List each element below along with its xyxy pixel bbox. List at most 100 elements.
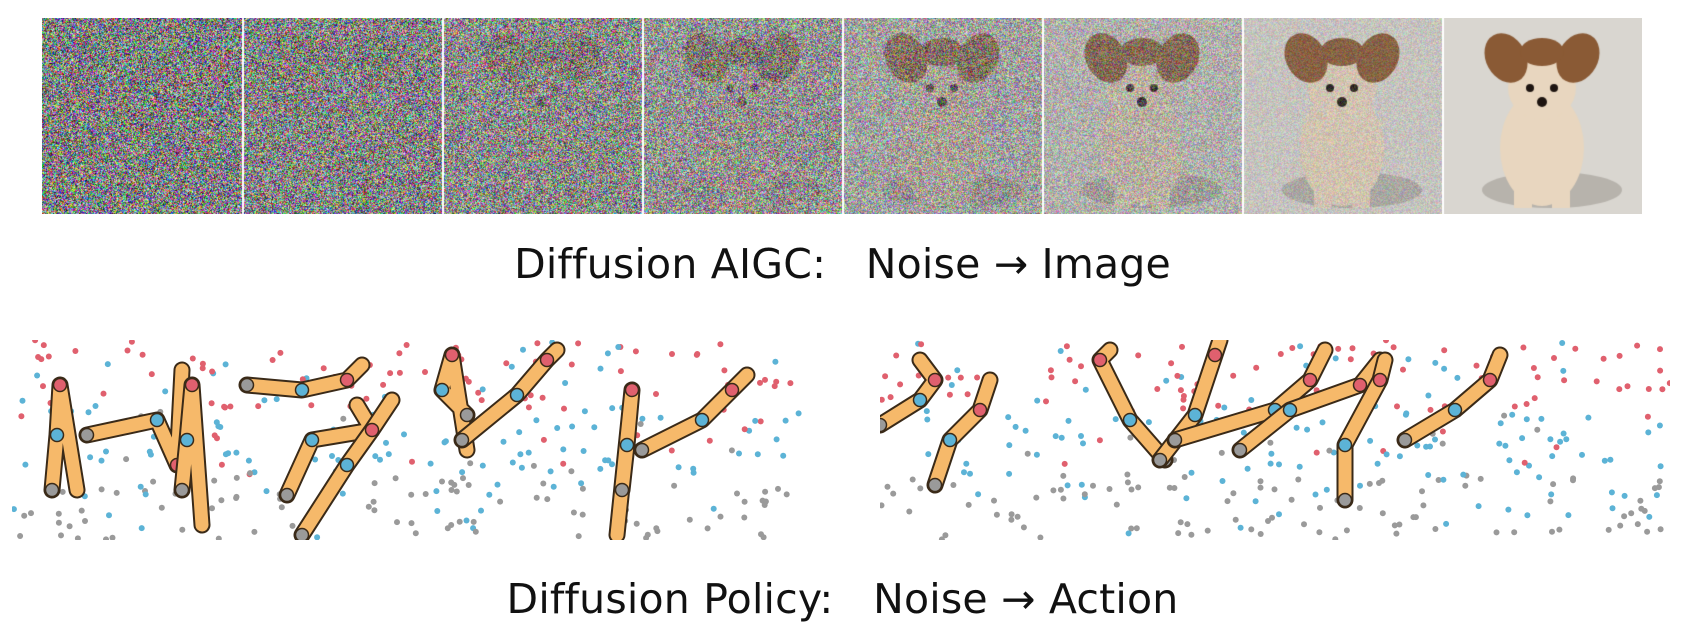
noise-point bbox=[1551, 355, 1557, 361]
noise-point bbox=[1441, 365, 1448, 372]
noise-point bbox=[1058, 434, 1065, 441]
noise-point bbox=[179, 526, 186, 533]
noise-point bbox=[728, 447, 735, 454]
noise-point bbox=[1276, 511, 1282, 518]
noise-point bbox=[387, 370, 394, 377]
noise-point bbox=[1656, 422, 1663, 429]
noise-point bbox=[422, 491, 429, 497]
diffusion-aigc-caption: Diffusion AIGC: Noise → Image bbox=[514, 240, 1171, 288]
noise-point bbox=[32, 340, 39, 344]
arm-joint bbox=[1232, 442, 1248, 458]
arm-joint bbox=[880, 417, 888, 433]
noise-point bbox=[1621, 513, 1628, 520]
noise-point bbox=[217, 424, 224, 430]
noise-point bbox=[533, 494, 540, 501]
noise-point bbox=[1657, 463, 1664, 470]
noise-point bbox=[1560, 367, 1567, 374]
noise-point bbox=[1252, 498, 1259, 505]
noise-point bbox=[554, 425, 561, 431]
noise-point bbox=[233, 474, 240, 481]
noise-point bbox=[1295, 476, 1302, 483]
noise-point bbox=[1288, 496, 1295, 503]
noise-point bbox=[754, 451, 761, 458]
noise-point bbox=[1547, 436, 1554, 443]
noise-point bbox=[1145, 419, 1152, 426]
noise-point bbox=[320, 365, 327, 372]
noise-point bbox=[1383, 451, 1390, 458]
noise-point bbox=[1435, 477, 1442, 483]
policy-panel-right bbox=[880, 340, 1670, 540]
noise-point bbox=[470, 518, 477, 525]
arm-joint bbox=[174, 482, 190, 498]
noise-point bbox=[113, 489, 120, 496]
noise-point bbox=[1008, 516, 1015, 523]
noise-point bbox=[1326, 447, 1333, 454]
noise-point bbox=[233, 449, 240, 456]
noise-point bbox=[906, 508, 913, 515]
noise-point bbox=[1072, 378, 1079, 385]
noise-point bbox=[1125, 530, 1132, 537]
policy-panel-left bbox=[12, 340, 802, 540]
noise-point bbox=[409, 458, 415, 465]
noise-point bbox=[570, 509, 577, 516]
noise-point bbox=[1313, 449, 1320, 456]
noise-point bbox=[1440, 476, 1447, 483]
noise-point bbox=[299, 376, 306, 383]
noise-point bbox=[562, 380, 569, 386]
noise-point bbox=[518, 464, 525, 471]
noise-point bbox=[1556, 526, 1563, 533]
noise-point bbox=[1022, 427, 1029, 434]
noise-point bbox=[887, 394, 894, 401]
noise-point bbox=[28, 510, 34, 517]
noise-point bbox=[1432, 436, 1438, 443]
arm-joint bbox=[49, 427, 65, 443]
noise-point bbox=[148, 371, 155, 378]
arm-joint bbox=[942, 432, 958, 448]
noise-point bbox=[1078, 363, 1084, 370]
noise-point bbox=[1414, 442, 1421, 449]
noise-point bbox=[38, 356, 45, 363]
noise-point bbox=[880, 396, 885, 403]
noise-point bbox=[475, 389, 482, 396]
arm-joint bbox=[149, 412, 165, 428]
noise-point bbox=[1572, 345, 1579, 352]
arm-joint bbox=[444, 347, 460, 363]
noise-point bbox=[1531, 395, 1538, 402]
noise-point bbox=[109, 534, 116, 540]
noise-point bbox=[478, 507, 484, 514]
arm-joint bbox=[912, 392, 928, 408]
noise-point bbox=[34, 372, 41, 379]
noise-point bbox=[92, 403, 99, 409]
noise-point bbox=[1124, 471, 1131, 478]
noise-point bbox=[1549, 453, 1556, 460]
noise-point bbox=[925, 451, 932, 458]
noise-point bbox=[579, 485, 586, 492]
arm-joint bbox=[1207, 347, 1223, 363]
noise-point bbox=[1204, 527, 1211, 534]
noise-point bbox=[758, 531, 764, 538]
noise-point bbox=[1524, 512, 1531, 519]
noise-point bbox=[1523, 401, 1530, 407]
noise-point bbox=[704, 525, 711, 532]
noise-point bbox=[508, 363, 515, 370]
noise-point bbox=[412, 530, 419, 537]
noise-point bbox=[772, 358, 779, 365]
noise-point bbox=[605, 457, 612, 464]
noise-point bbox=[1050, 487, 1057, 494]
noise-point bbox=[1060, 495, 1067, 502]
noise-point bbox=[12, 506, 17, 513]
noise-point bbox=[162, 388, 169, 395]
noise-point bbox=[1061, 460, 1068, 467]
arm-joint bbox=[1092, 352, 1108, 368]
arm-joint bbox=[1167, 432, 1183, 448]
noise-point bbox=[657, 414, 664, 421]
noise-point bbox=[247, 470, 253, 477]
noise-point bbox=[158, 504, 165, 511]
noise-point bbox=[1180, 396, 1187, 403]
noise-point bbox=[371, 507, 378, 514]
noise-point bbox=[209, 505, 215, 512]
noise-point bbox=[1496, 440, 1503, 447]
noise-point bbox=[757, 418, 764, 425]
noise-point bbox=[1432, 526, 1439, 532]
noise-point bbox=[1174, 372, 1181, 379]
